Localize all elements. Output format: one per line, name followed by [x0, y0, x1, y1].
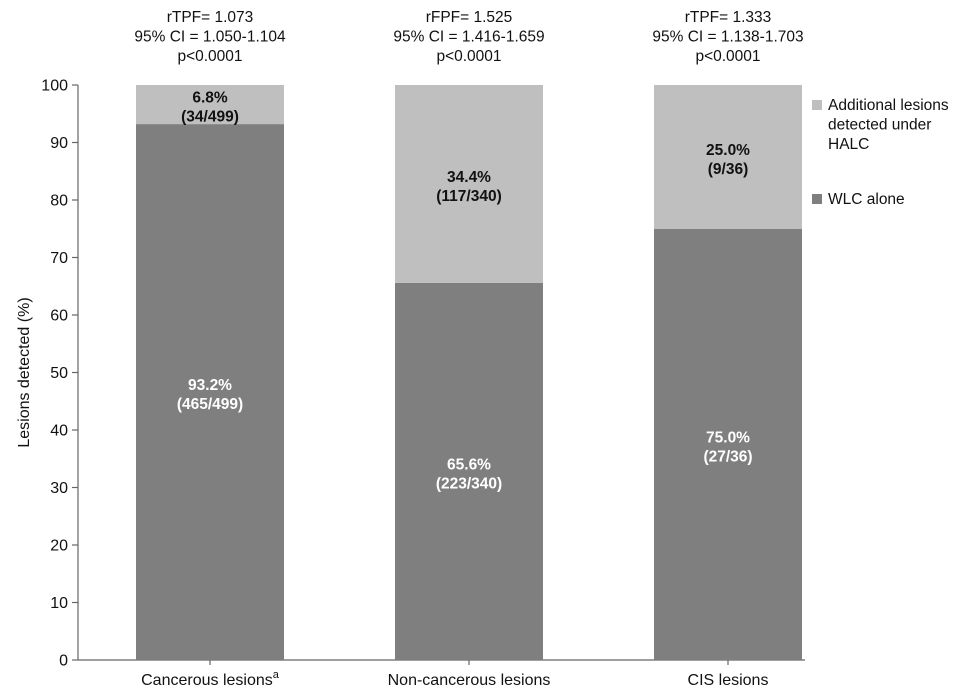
- bar-segment: [654, 228, 802, 660]
- data-label-count: (27/36): [703, 448, 752, 465]
- data-label-count: (117/340): [436, 188, 502, 205]
- data-label-percent: 6.8%: [192, 90, 228, 107]
- data-label-count: (465/499): [177, 396, 243, 413]
- y-tick-label: 50: [50, 365, 68, 382]
- annotations: rTPF= 1.073 95% CI = 1.050-1.104 p<0.0001 r…: [134, 9, 803, 65]
- y-tick-label: 30: [50, 480, 68, 497]
- y-tick-label: 90: [50, 135, 68, 152]
- legend-label: detected under: [828, 117, 931, 134]
- y-tick-label: 10: [50, 595, 68, 612]
- bars: 93.2% (465/499) 6.8% (34/499) 65.6% (223/340)…: [136, 85, 802, 661]
- x-tick-label-superscript: a: [273, 669, 280, 681]
- x-tick-label-text: Non-cancerous lesions: [388, 672, 551, 689]
- y-tick-label: 100: [41, 78, 68, 95]
- legend-label: HALC: [828, 136, 869, 153]
- annotation-line: p<0.0001: [436, 48, 501, 65]
- legend-swatch: [812, 194, 822, 204]
- data-label-percent: 34.4%: [447, 169, 491, 186]
- legend-label: WLC alone: [828, 191, 905, 208]
- data-label-percent: 65.6%: [447, 456, 491, 473]
- x-tick-label-text: Cancerous lesions: [141, 672, 273, 689]
- annotation-line: rFPF= 1.525: [426, 9, 513, 26]
- legend-label: Additional lesions: [828, 97, 949, 114]
- bar-segment: [654, 85, 802, 229]
- data-label-percent: 93.2%: [188, 377, 232, 394]
- y-tick-label: 80: [50, 193, 68, 210]
- y-axis-label: Lesions detected (%): [16, 297, 33, 447]
- y-tick-label: 20: [50, 538, 68, 555]
- bar-segment: [395, 282, 543, 660]
- x-tick-label: Non-cancerous lesions: [388, 672, 551, 689]
- y-tick-label: 0: [59, 653, 68, 670]
- bar-segment: [395, 85, 543, 283]
- annotation-line: 95% CI = 1.050-1.104: [134, 29, 286, 46]
- x-tick-label-text: CIS lesions: [688, 672, 769, 689]
- annotation-line: p<0.0001: [177, 48, 242, 65]
- legend-swatch: [812, 100, 822, 110]
- data-label-count: (34/499): [181, 109, 239, 126]
- annotation-line: p<0.0001: [695, 48, 760, 65]
- annotation-line: 95% CI = 1.416-1.659: [393, 29, 544, 46]
- x-tick-label: Cancerous lesionsa: [141, 669, 280, 689]
- data-label-count: (223/340): [436, 475, 502, 492]
- x-tick-label: CIS lesions: [688, 672, 769, 689]
- bar-segment: [136, 124, 284, 661]
- bar-segment: [136, 85, 284, 125]
- annotation-line: rTPF= 1.073: [167, 9, 254, 26]
- y-tick-label: 70: [50, 250, 68, 267]
- y-tick-label: 40: [50, 423, 68, 440]
- data-label-percent: 25.0%: [706, 142, 750, 159]
- axes: 0 10 20 30 40 50 60 70 80 90 100 Lesions detected (…: [16, 78, 805, 689]
- y-tick-label: 60: [50, 308, 68, 325]
- data-label-percent: 75.0%: [706, 429, 750, 446]
- annotation-line: rTPF= 1.333: [685, 9, 772, 26]
- data-label-count: (9/36): [708, 161, 749, 178]
- annotation-line: 95% CI = 1.138-1.703: [652, 29, 803, 46]
- legend: Additional lesions detected under HALC WLC …: [812, 97, 949, 208]
